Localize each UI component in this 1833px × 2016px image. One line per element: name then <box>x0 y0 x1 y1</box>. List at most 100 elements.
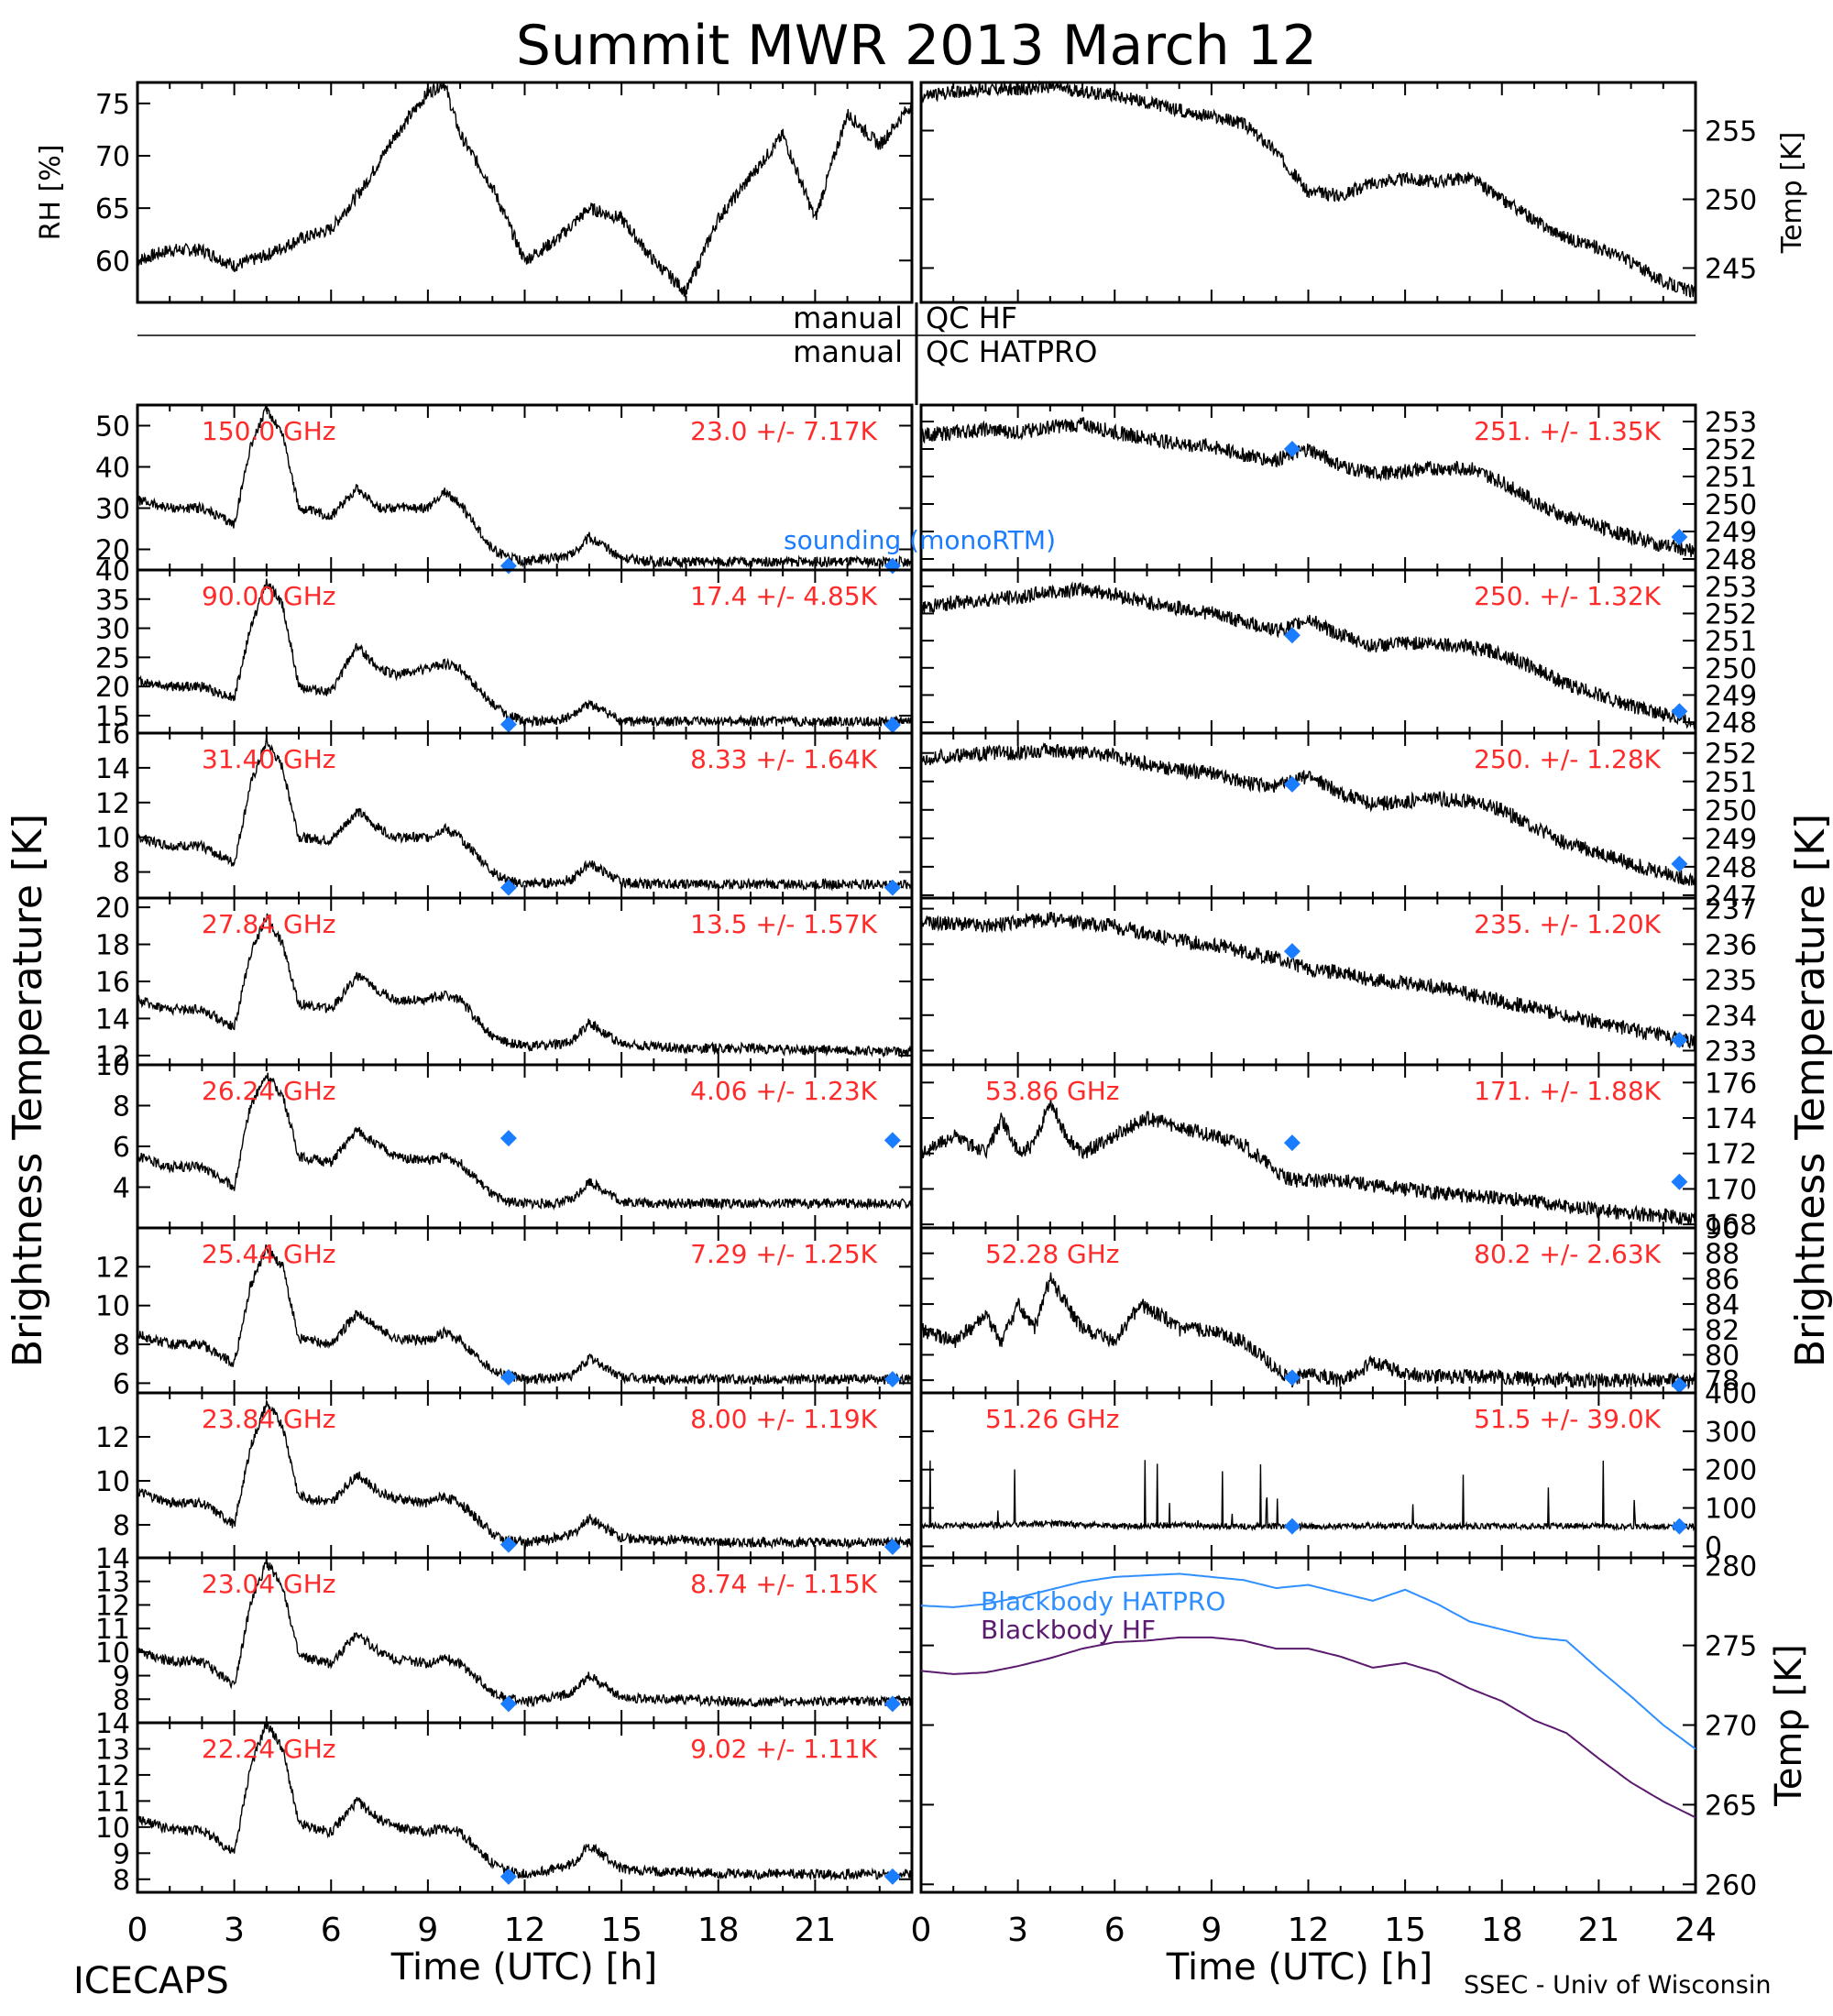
y-tick-label: 247 <box>1705 881 1757 913</box>
sounding-point <box>884 1868 901 1885</box>
y-tick-label: 174 <box>1705 1103 1757 1135</box>
y-tick-label: 270 <box>1705 1711 1757 1743</box>
sounding-point <box>1283 1134 1301 1152</box>
y-tick-label: 11 <box>95 1614 130 1646</box>
x-tick-label: 6 <box>321 1912 342 1949</box>
y-tick-label: 10 <box>95 1813 130 1845</box>
y-tick-label: 70 <box>95 141 130 173</box>
channel-stats: 251. +/- 1.35K <box>1474 416 1661 446</box>
y-tick-label: 248 <box>1705 544 1757 576</box>
sounding-point <box>1671 1031 1688 1048</box>
channel-label: 90.00 GHz <box>202 581 336 611</box>
y-tick-label: 65 <box>95 193 130 225</box>
channel-stats: 80.2 +/- 2.63K <box>1474 1239 1661 1269</box>
panel-26.24: 4 6 8 10 26.24 GHz 4.06 +/- 1.23K <box>95 1050 914 1230</box>
y-tick-label: 10 <box>95 1638 130 1670</box>
series-line <box>137 403 913 569</box>
x-tick-label: 15 <box>600 1912 642 1949</box>
y-tick-label: 8 <box>113 1510 130 1542</box>
y-tick-label: 16 <box>95 967 130 999</box>
y-tick-label: 6 <box>113 1132 130 1164</box>
channel-stats: 51.5 +/- 39.0K <box>1474 1404 1661 1434</box>
y-tick-label: 84 <box>1705 1289 1740 1321</box>
y-tick-label: 25 <box>95 642 130 674</box>
channel-label: 51.26 GHz <box>985 1404 1120 1434</box>
series-line <box>137 913 913 1058</box>
y-tick-label: 16 <box>95 718 130 751</box>
y-tick-label: 300 <box>1705 1417 1757 1449</box>
panel-ylabel: Temp [K] <box>1776 132 1808 255</box>
y-tick-label: 10 <box>95 1291 130 1323</box>
y-tick-label: 260 <box>1705 1869 1757 1901</box>
y-tick-label: 248 <box>1705 852 1757 884</box>
sounding-point <box>1283 627 1301 644</box>
y-tick-label: 8 <box>113 1091 130 1123</box>
channel-stats: 9.02 +/- 1.11K <box>690 1734 877 1764</box>
y-tick-label: 235 <box>1705 965 1757 997</box>
y-tick-label: 100 <box>1705 1494 1757 1526</box>
panel-ylabel: Temp [K] <box>1768 1644 1810 1807</box>
y-tick-label: 20 <box>95 535 130 567</box>
footer-right: SSEC - Univ of Wisconsin <box>1464 1971 1771 2000</box>
y-tick-label: 4 <box>113 1173 130 1205</box>
channel-stats: 250. +/- 1.32K <box>1474 581 1661 611</box>
qc-manual-label-1: manual <box>793 301 903 335</box>
y-tick-label: 252 <box>1705 739 1757 771</box>
y-tick-label: 13 <box>95 1567 130 1599</box>
y-tick-label: 9 <box>113 1661 130 1693</box>
y-tick-label: 8 <box>113 1684 130 1716</box>
series-line <box>920 741 1696 886</box>
channel-label: 23.04 GHz <box>202 1569 336 1599</box>
y-tick-label: 251 <box>1705 462 1757 494</box>
series-line <box>920 581 1696 729</box>
y-tick-label: 251 <box>1705 767 1757 799</box>
x-tick-label: 21 <box>1577 1912 1619 1949</box>
series-line <box>920 1572 1696 1750</box>
sounding-point <box>884 1132 901 1149</box>
panel-27.84: 12 14 16 18 20 27.84 GHz 13.5 +/- 1.57K <box>95 893 914 1073</box>
series-line <box>920 1460 1696 1532</box>
x-tick-label: 12 <box>1288 1912 1330 1949</box>
y-tick-label: 9 <box>113 1838 130 1870</box>
y-tick-label: 35 <box>95 585 130 617</box>
series-line <box>920 1098 1696 1226</box>
y-tick-label: 88 <box>1705 1239 1740 1271</box>
channel-label: 22.24 GHz <box>202 1734 336 1764</box>
series-line <box>920 1272 1696 1390</box>
y-tick-label: 253 <box>1705 572 1757 604</box>
y-tick-label: 249 <box>1705 517 1757 549</box>
y-tick-label: 82 <box>1705 1315 1740 1347</box>
channel-label: 52.28 GHz <box>985 1239 1120 1269</box>
x-tick-label: 18 <box>697 1912 740 1949</box>
panel-150.0: 20 30 40 50 150.0 GHz 23.0 +/- 7.17K <box>95 403 914 575</box>
channel-label: 27.84 GHz <box>202 909 336 939</box>
channel-stats: 250. +/- 1.28K <box>1474 744 1661 774</box>
channel-stats: 171. +/- 1.88K <box>1474 1076 1661 1106</box>
y-tick-label: 20 <box>95 672 130 704</box>
channel-label: 25.44 GHz <box>202 1239 336 1269</box>
sounding-legend: sounding (monoRTM) <box>784 525 1056 555</box>
y-tick-label: 250 <box>1705 795 1757 827</box>
y-tick-label: 253 <box>1705 407 1757 439</box>
x-tick-label: 0 <box>911 1912 932 1949</box>
y-tick-label: 12 <box>95 1252 130 1284</box>
x-tick-label: 9 <box>417 1912 438 1949</box>
y-tick-label: 78 <box>1705 1365 1740 1397</box>
sounding-point <box>884 1539 901 1555</box>
y-tick-label: 250 <box>1705 653 1757 685</box>
panel-25.44: 6 8 10 12 25.44 GHz 7.29 +/- 1.25K <box>95 1226 914 1400</box>
y-tick-label: 90 <box>1705 1213 1740 1245</box>
series-line <box>920 417 1696 558</box>
panel-frame <box>136 81 914 304</box>
channel-stats: 7.29 +/- 1.25K <box>690 1239 877 1269</box>
sounding-point <box>1283 943 1301 960</box>
channel-label: 26.24 GHz <box>202 1076 336 1106</box>
left-y-title: Brightness Temperature [K] <box>5 814 51 1367</box>
sounding-point <box>1671 703 1688 720</box>
y-tick-label: 252 <box>1705 598 1757 630</box>
y-tick-label: 20 <box>95 893 130 925</box>
y-tick-label: 8 <box>113 1330 130 1362</box>
